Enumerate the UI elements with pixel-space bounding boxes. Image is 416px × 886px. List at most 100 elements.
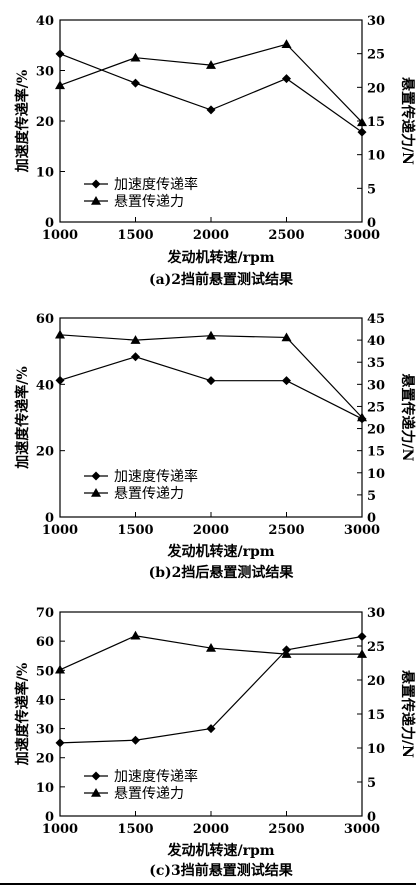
y-right-tick-label: 30 (367, 14, 385, 29)
y-right-tick-label: 0 (367, 810, 376, 825)
chart-panel-2: 1000 1500 2000 2500 300001020304050607005101… (14, 606, 416, 879)
y-right-tick-label: 10 (367, 149, 385, 164)
y-left-tick-label: 20 (36, 445, 54, 460)
y-left-axis-label: 加速度传递率/% (14, 70, 31, 173)
x-tick-label: 2500 (268, 228, 304, 243)
data-point-triangle (130, 630, 141, 640)
series-line-mount-transmitted-force (59, 635, 362, 671)
y-left-tick-label: 30 (36, 723, 54, 738)
y-left-tick-label: 50 (36, 664, 54, 679)
data-point-triangle (357, 649, 367, 658)
series-line-mount-transmitted-force (59, 334, 363, 418)
legend-entry: 加速度传递率 (114, 176, 198, 193)
chart-panel-1: 1000 1500 2000 2500 300002040600510152025303… (14, 312, 416, 581)
data-point-diamond (55, 49, 65, 59)
legend-entry: 悬置传递力 (114, 486, 184, 502)
plot-frame (59, 317, 363, 518)
data-point-triangle (206, 60, 216, 69)
legend-diamond-marker (91, 471, 101, 481)
legend-diamond-marker (91, 179, 101, 189)
data-point-triangle (55, 80, 65, 90)
y-right-tick-label: 15 (367, 115, 385, 130)
y-right-tick-label: 5 (367, 182, 376, 197)
legend-entry: 悬置传递力 (114, 786, 184, 802)
x-axis-label: 发动机转速/rpm (166, 543, 274, 560)
y-left-tick-label: 0 (45, 216, 54, 231)
data-point-triangle (281, 332, 292, 342)
y-right-tick-label: 10 (367, 742, 385, 757)
y-left-tick-label: 0 (45, 511, 54, 526)
x-tick-label: 2000 (193, 822, 229, 837)
y-left-tick-label: 10 (36, 166, 54, 181)
y-right-axis-label: 悬置传递力/N (399, 76, 416, 165)
y-right-axis-label: 悬置传递力/N (399, 669, 416, 758)
x-tick-label: 1500 (117, 523, 153, 538)
y-right-tick-label: 20 (367, 674, 385, 689)
legend-triangle-marker (91, 788, 101, 797)
x-tick-label: 3000 (344, 228, 380, 243)
data-point-triangle (206, 643, 216, 652)
y-left-tick-label: 60 (36, 312, 54, 327)
x-tick-label: 1000 (42, 822, 78, 837)
data-point-diamond (206, 105, 216, 115)
chart-panel-0: 1000 1500 2000 2500 300001020304005101520253… (14, 14, 416, 288)
data-point-diamond (206, 376, 216, 386)
y-right-tick-label: 20 (367, 423, 385, 438)
data-point-diamond (131, 352, 140, 362)
panel-caption: (b)2挡后悬置测试结果 (149, 564, 295, 581)
y-right-tick-label: 45 (367, 312, 385, 327)
y-left-tick-label: 30 (36, 65, 54, 80)
x-tick-label: 1500 (117, 822, 153, 837)
y-right-tick-label: 25 (367, 48, 385, 63)
data-point-diamond (131, 735, 140, 745)
y-right-tick-label: 5 (367, 776, 376, 791)
x-axis-label: 发动机转速/rpm (166, 842, 274, 859)
data-point-diamond (131, 78, 140, 88)
y-right-tick-label: 30 (367, 378, 385, 393)
y-right-tick-label: 10 (367, 467, 385, 482)
y-right-tick-label: 15 (367, 445, 385, 460)
legend-entry: 加速度传递率 (114, 468, 198, 485)
x-tick-label: 2000 (193, 228, 229, 243)
y-right-axis-label: 悬置传递力/N (399, 373, 416, 462)
data-point-triangle (130, 335, 141, 344)
plot-frame (59, 19, 363, 223)
x-tick-label: 3000 (344, 523, 380, 538)
y-left-tick-label: 0 (45, 810, 54, 825)
data-point-triangle (281, 649, 292, 658)
x-tick-label: 2500 (268, 822, 304, 837)
data-point-diamond (282, 74, 291, 84)
y-right-tick-label: 25 (367, 640, 385, 655)
panel-caption: (a)2挡前悬置测试结果 (149, 271, 294, 288)
y-right-tick-label: 35 (367, 356, 385, 371)
x-tick-label: 2500 (268, 523, 304, 538)
y-left-tick-label: 60 (36, 635, 54, 650)
y-right-tick-label: 20 (367, 81, 385, 96)
y-right-tick-label: 30 (367, 606, 385, 621)
y-right-tick-label: 0 (367, 216, 376, 231)
y-left-axis-label: 加速度传递率/% (14, 366, 31, 469)
data-point-diamond (282, 376, 291, 386)
y-right-tick-label: 40 (367, 334, 385, 349)
y-right-tick-label: 5 (367, 489, 376, 504)
x-tick-label: 1000 (42, 228, 78, 243)
y-left-tick-label: 70 (36, 606, 54, 621)
y-left-tick-label: 40 (36, 693, 54, 708)
x-axis-label: 发动机转速/rpm (166, 249, 274, 266)
data-point-diamond (357, 127, 367, 137)
y-left-tick-label: 40 (36, 14, 54, 29)
legend-triangle-marker (91, 196, 101, 205)
data-point-diamond (55, 375, 65, 385)
legend-triangle-marker (91, 488, 101, 497)
data-point-triangle (130, 52, 141, 62)
series-line-acceleration-transmissibility (59, 356, 363, 420)
legend-entry: 悬置传递力 (114, 194, 184, 210)
data-point-triangle (55, 329, 65, 339)
data-point-diamond (206, 724, 216, 734)
data-point-diamond (55, 738, 65, 748)
legend-diamond-marker (91, 771, 101, 781)
data-point-diamond (357, 631, 367, 641)
y-left-tick-label: 20 (36, 752, 54, 767)
